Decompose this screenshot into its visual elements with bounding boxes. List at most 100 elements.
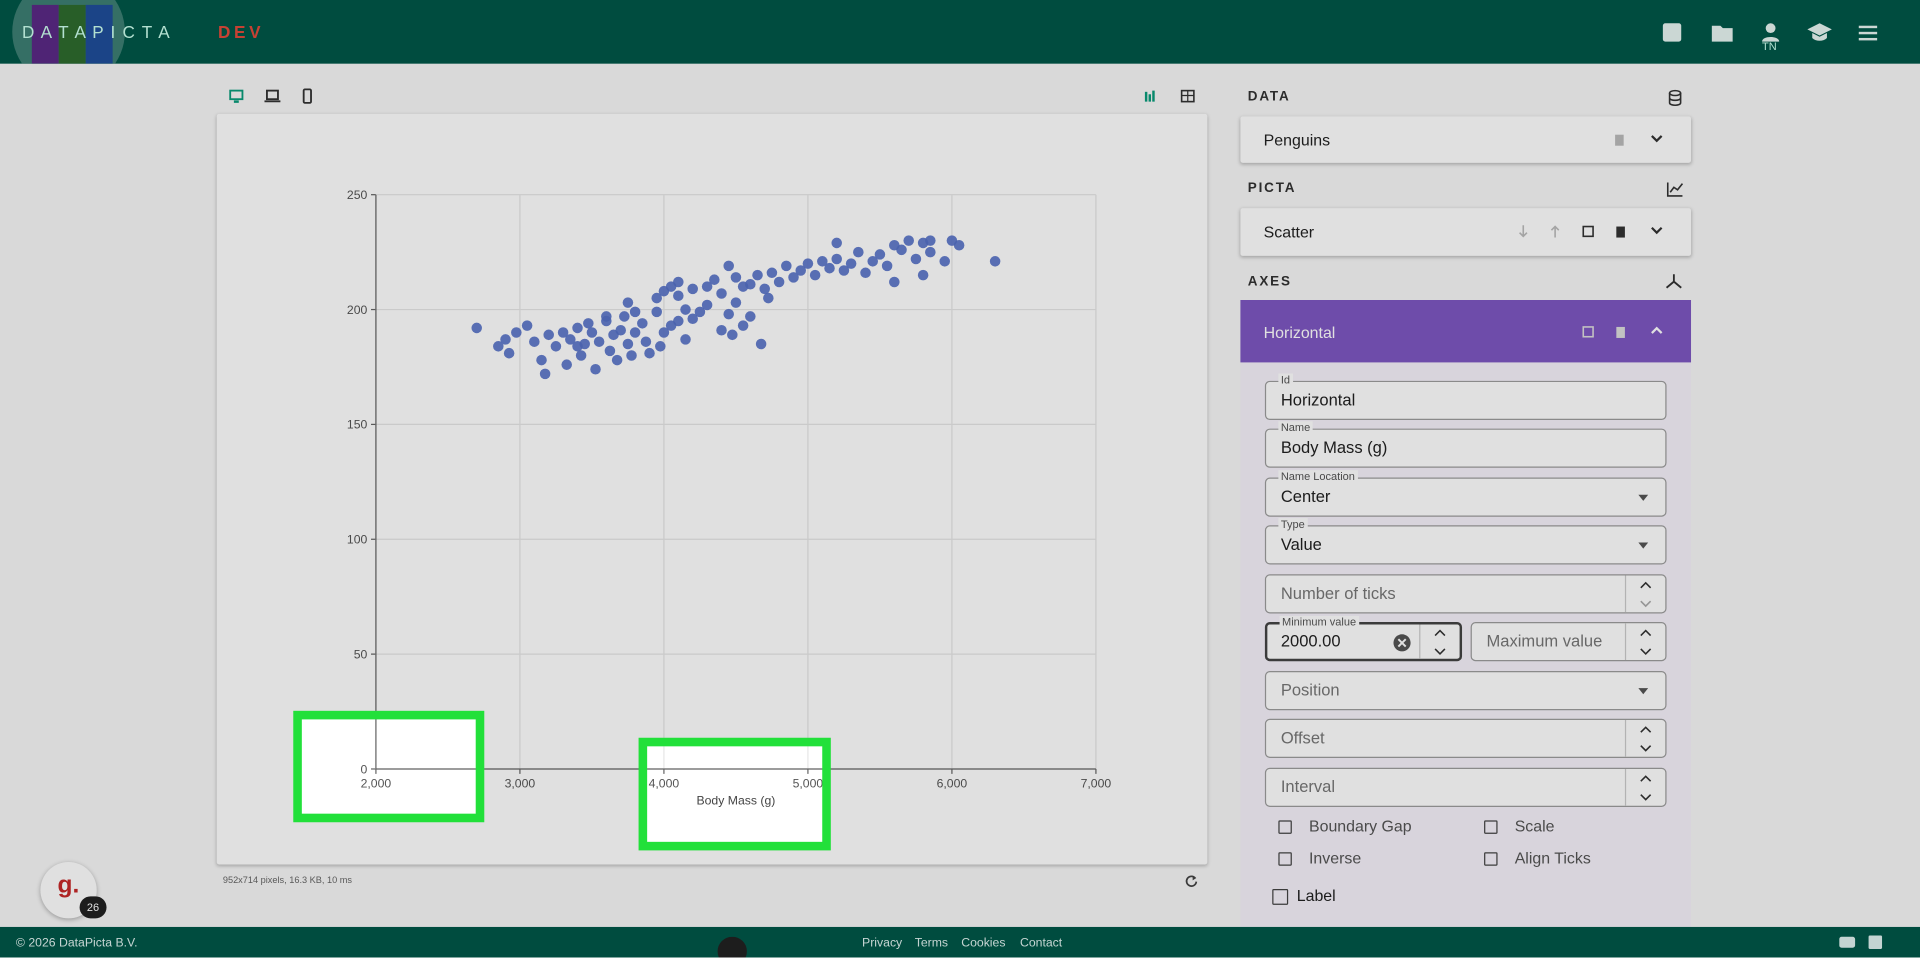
field-placeholder: Maximum value [1487, 632, 1603, 650]
checkbox[interactable] [1278, 820, 1292, 834]
point [860, 267, 871, 279]
footer-link[interactable]: Terms [915, 937, 948, 950]
checkbox[interactable] [1272, 888, 1289, 905]
spinner[interactable] [1624, 623, 1665, 661]
x-tick-label: 5,000 [793, 776, 824, 790]
point [583, 318, 594, 329]
point [680, 334, 691, 345]
point [989, 256, 1001, 267]
y-tick-label: 0 [361, 762, 368, 776]
point [651, 306, 662, 318]
axis-header[interactable]: Horizontal [1240, 300, 1692, 363]
field-label: Type [1278, 517, 1308, 531]
point [755, 338, 767, 350]
point [910, 253, 922, 265]
point [500, 334, 511, 345]
spinner[interactable] [1624, 768, 1665, 806]
point [572, 322, 583, 334]
point [773, 276, 785, 288]
select-field[interactable]: Type Value [1264, 517, 1667, 565]
point [561, 359, 572, 370]
point [572, 341, 583, 352]
point [817, 256, 828, 267]
point [867, 256, 878, 267]
point [575, 350, 587, 361]
point [673, 315, 684, 327]
select-field[interactable]: Name Location Center [1264, 470, 1667, 517]
card-icons[interactable] [1608, 131, 1677, 148]
point [640, 336, 652, 347]
number-field[interactable]: Offset [1264, 718, 1667, 758]
number-field[interactable]: Minimum value 2000.00 [1264, 615, 1463, 662]
text-field[interactable]: Id Horizontal [1264, 373, 1667, 421]
number-field[interactable]: Number of ticks [1264, 574, 1667, 614]
footer: © 2026 DataPicta B.V. Privacy Terms Cook… [0, 926, 1920, 958]
point [601, 311, 612, 322]
point [521, 320, 533, 331]
checkbox-label: Inverse [1309, 849, 1361, 867]
spinner[interactable] [1624, 575, 1665, 613]
point [557, 327, 569, 338]
point [723, 260, 734, 272]
spinner[interactable] [1419, 624, 1459, 659]
point [543, 329, 554, 341]
x-axis-title: Body Mass (g) [696, 793, 775, 807]
header-icons[interactable] [1659, 20, 1892, 54]
picta-name: Scatter [1264, 223, 1314, 241]
checkbox[interactable] [1484, 820, 1498, 834]
point [759, 283, 770, 295]
point [925, 246, 936, 258]
section-title: PICTA [1248, 181, 1297, 196]
point [809, 269, 821, 281]
data-icon [1668, 89, 1682, 107]
copyright: © 2026 DataPicta B.V. [16, 937, 138, 950]
field-value: Body Mass (g) [1281, 438, 1388, 456]
axes-icon [1665, 274, 1682, 289]
point [701, 299, 713, 311]
clear-icon[interactable] [1392, 633, 1412, 653]
checkbox-label: Boundary Gap [1309, 817, 1412, 835]
point [644, 347, 655, 359]
text-field[interactable]: Name Body Mass (g) [1264, 421, 1667, 468]
point [727, 329, 738, 341]
checkbox[interactable] [1278, 852, 1292, 866]
footer-link[interactable]: Privacy [862, 937, 902, 950]
point [493, 341, 504, 352]
point [795, 265, 806, 276]
card-icons[interactable] [1515, 223, 1677, 240]
select-field[interactable]: Position [1264, 671, 1667, 711]
picta-icon [1666, 182, 1684, 197]
y-tick-label: 150 [347, 418, 368, 432]
field-value: Value [1281, 535, 1322, 553]
field-value: Center [1281, 487, 1331, 505]
point [680, 304, 691, 315]
picta-card[interactable]: Scatter [1240, 208, 1692, 256]
number-field[interactable]: Maximum value [1470, 622, 1667, 662]
dataset-card[interactable]: Penguins [1240, 116, 1692, 163]
view-toolbar[interactable] [228, 88, 1208, 108]
point [730, 272, 742, 283]
y-tick-label: 100 [347, 533, 368, 547]
point [709, 274, 720, 285]
point [629, 327, 641, 338]
footer-link[interactable]: Cookies [961, 937, 1005, 950]
refresh-icon[interactable] [1184, 874, 1199, 889]
point [687, 313, 698, 325]
x-tick-label: 2,000 [361, 776, 392, 790]
number-field[interactable]: Interval [1264, 767, 1667, 807]
footer-link[interactable]: Contact [1020, 937, 1062, 950]
point [745, 279, 756, 290]
point [766, 267, 778, 279]
field-label: Minimum value [1279, 615, 1359, 629]
logo-tag: DEV [218, 22, 264, 42]
user-initials: TN [1762, 40, 1777, 52]
badge[interactable]: g. 26 [40, 862, 107, 919]
checkbox-label: Align Ticks [1515, 849, 1591, 867]
footer-logo [717, 936, 747, 958]
card-icons[interactable] [1578, 323, 1676, 340]
spinner[interactable] [1624, 720, 1665, 757]
checkbox[interactable] [1484, 852, 1498, 866]
point [626, 350, 637, 361]
social-icons[interactable] [1839, 935, 1888, 951]
